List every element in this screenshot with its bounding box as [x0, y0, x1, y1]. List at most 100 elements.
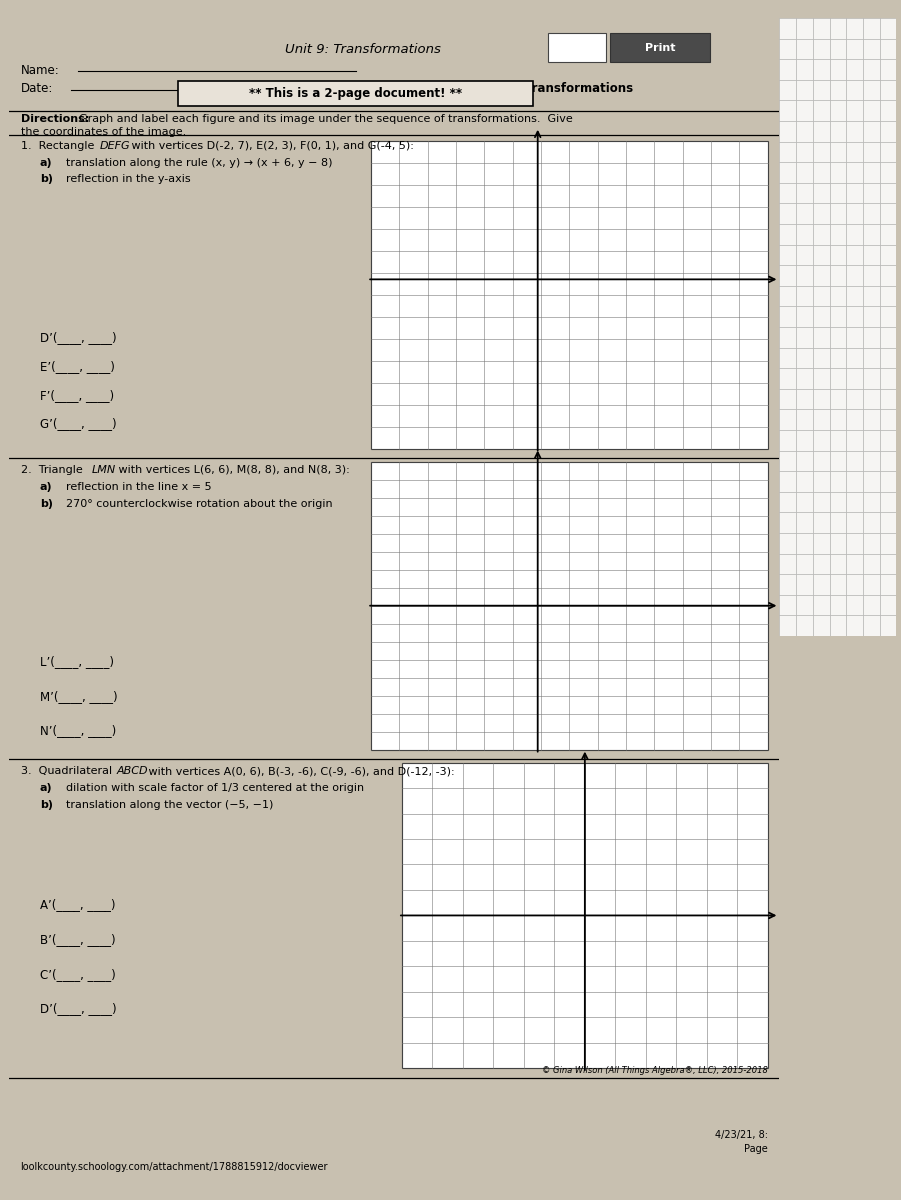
Bar [779, 80, 796, 101]
Text: F’(____, ____): F’(____, ____) [40, 389, 114, 402]
Text: translation along the vector (−5, −1): translation along the vector (−5, −1) [59, 799, 274, 810]
Bar [846, 616, 863, 636]
Text: b): b) [40, 498, 53, 509]
Text: the coordinates of the image.: the coordinates of the image. [21, 127, 186, 137]
Bar [863, 121, 879, 142]
Bar [830, 265, 846, 286]
Bar [830, 80, 846, 101]
Bar [863, 162, 879, 182]
Bar [846, 265, 863, 286]
Text: Directions:: Directions: [21, 114, 89, 124]
Bar [846, 204, 863, 224]
Bar [846, 162, 863, 182]
Text: 3.  Quadrilateral: 3. Quadrilateral [21, 766, 115, 776]
Bar [779, 286, 796, 306]
Bar [846, 306, 863, 328]
Bar [879, 204, 896, 224]
Bar [813, 18, 830, 38]
Bar [796, 409, 813, 430]
Bar [779, 162, 796, 182]
Bar [402, 762, 768, 1068]
Text: with vertices A(0, 6), B(-3, -6), C(-9, -6), and D(-12, -3):: with vertices A(0, 6), B(-3, -6), C(-9, … [145, 766, 455, 776]
Bar [796, 142, 813, 162]
Bar [863, 80, 879, 101]
Bar [779, 121, 796, 142]
Bar [863, 18, 879, 38]
Bar [879, 182, 896, 204]
Bar [879, 265, 896, 286]
Text: a): a) [40, 482, 52, 492]
Bar [813, 553, 830, 575]
Bar [796, 59, 813, 80]
Bar [830, 430, 846, 451]
Bar [779, 575, 796, 595]
Bar [796, 348, 813, 368]
Bar [813, 389, 830, 409]
Text: b): b) [40, 799, 53, 810]
Text: a): a) [40, 158, 52, 168]
Bar [796, 430, 813, 451]
Bar [830, 595, 846, 616]
Bar [813, 595, 830, 616]
Bar [846, 101, 863, 121]
Bar [830, 472, 846, 492]
Text: G’(____, ____): G’(____, ____) [40, 418, 116, 431]
Text: D’(____, ____): D’(____, ____) [40, 331, 116, 343]
Bar [830, 121, 846, 142]
Bar [846, 142, 863, 162]
Bar [879, 553, 896, 575]
Bar [879, 162, 896, 182]
Bar [813, 512, 830, 533]
Bar [830, 204, 846, 224]
Bar [779, 512, 796, 533]
Bar [879, 472, 896, 492]
Text: 1.  Rectangle: 1. Rectangle [21, 140, 97, 151]
Bar [779, 101, 796, 121]
Bar [846, 368, 863, 389]
Bar [846, 224, 863, 245]
Bar [879, 224, 896, 245]
Bar [879, 595, 896, 616]
Bar [863, 182, 879, 204]
Bar [863, 328, 879, 348]
Bar [863, 142, 879, 162]
Text: with vertices D(-2, 7), E(2, 3), F(0, 1), and G(-4, 5):: with vertices D(-2, 7), E(2, 3), F(0, 1)… [129, 140, 414, 151]
Bar [830, 286, 846, 306]
Bar [830, 368, 846, 389]
Bar [779, 306, 796, 328]
Bar [846, 492, 863, 512]
Bar [813, 245, 830, 265]
Bar [830, 409, 846, 430]
Bar [879, 59, 896, 80]
Bar [813, 368, 830, 389]
Bar [813, 182, 830, 204]
Bar [846, 595, 863, 616]
Bar [830, 348, 846, 368]
Bar [879, 533, 896, 553]
Bar [796, 38, 813, 59]
Bar [846, 409, 863, 430]
Bar [863, 224, 879, 245]
Text: ABCD: ABCD [117, 766, 149, 776]
Bar [830, 512, 846, 533]
Bar [548, 34, 606, 62]
Bar [779, 430, 796, 451]
Bar [830, 492, 846, 512]
Bar [830, 101, 846, 121]
Bar [813, 204, 830, 224]
Bar [779, 18, 796, 38]
Text: Graph and label each figure and its image under the sequence of transformations.: Graph and label each figure and its imag… [72, 114, 573, 124]
Bar [830, 59, 846, 80]
Bar [830, 450, 846, 472]
Bar [879, 245, 896, 265]
Bar [779, 450, 796, 472]
Text: E’(____, ____): E’(____, ____) [40, 360, 114, 373]
Bar [830, 142, 846, 162]
Bar [846, 18, 863, 38]
Bar [846, 80, 863, 101]
Bar [813, 492, 830, 512]
Bar [830, 328, 846, 348]
Bar [779, 348, 796, 368]
Bar [813, 616, 830, 636]
Text: Print: Print [645, 42, 675, 53]
